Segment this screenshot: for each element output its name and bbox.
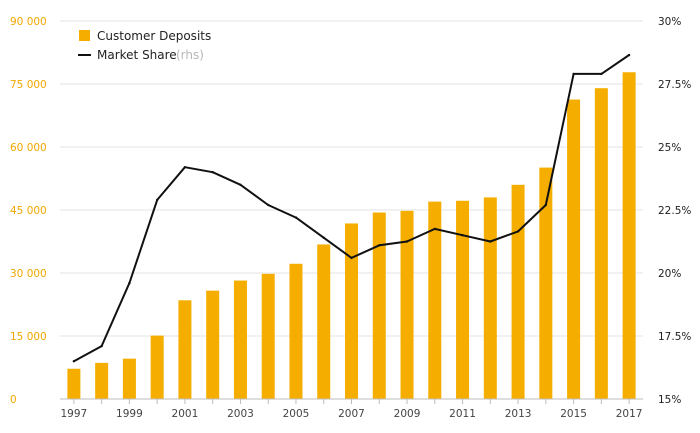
y-right-tick-label: 25%: [658, 142, 681, 154]
bar-1998: [95, 362, 109, 399]
bar-2015: [567, 99, 581, 399]
market-share-point-2007: [350, 256, 353, 260]
market-share-point-2015: [572, 72, 575, 76]
market-share-point-2012: [489, 240, 492, 243]
bar-2006: [317, 244, 331, 399]
bar-2004: [261, 273, 275, 399]
market-share-point-2017: [627, 53, 631, 57]
market-share-point-1997: [72, 360, 76, 363]
bar-2007: [345, 223, 358, 399]
y-left-tick-label: 30 000: [10, 268, 47, 280]
bar-2013: [511, 184, 525, 399]
bar-2008: [372, 212, 386, 399]
market-share-point-2016: [600, 72, 603, 76]
market-share-point-2006: [322, 236, 325, 239]
y-left-tick-label: 0: [10, 394, 17, 406]
market-share-point-2013: [516, 230, 520, 233]
market-share-point-2009: [405, 240, 409, 243]
bar-2002: [206, 290, 220, 399]
market-share-point-1999: [128, 281, 131, 285]
market-share-point-2010: [433, 227, 436, 231]
x-tick-label: 1999: [116, 408, 143, 420]
legend-label-rhs: (rhs): [176, 48, 204, 62]
bar-2012: [483, 197, 497, 399]
y-right-tick-label: 15%: [658, 394, 681, 406]
x-tick-label: 2005: [283, 408, 310, 420]
legend-label-deposits: Customer Deposits: [97, 29, 211, 43]
x-tick-label: 2001: [172, 408, 199, 420]
market-share-point-2011: [461, 234, 464, 237]
y-left-tick-label: 15 000: [10, 331, 47, 343]
bar-2014: [539, 167, 553, 399]
market-share-point-2004: [267, 203, 270, 207]
bar-2003: [233, 280, 247, 399]
y-left-tick-label: 75 000: [10, 79, 47, 91]
x-tick-label: 2011: [449, 408, 476, 420]
market-share-point-2005: [294, 216, 298, 219]
bar-2005: [289, 263, 303, 399]
y-left-tick-label: 60 000: [10, 142, 47, 154]
legend-label-market-share: Market Share: [97, 48, 177, 62]
bar-1999: [122, 358, 136, 399]
market-share-point-2003: [239, 183, 242, 186]
bar-1997: [67, 368, 81, 399]
bar-2010: [428, 201, 442, 399]
y-right-tick-label: 22.5%: [658, 205, 691, 217]
x-tick-label: 2009: [394, 408, 421, 420]
y-left-tick-label: 45 000: [10, 205, 47, 217]
market-share-point-2001: [183, 165, 187, 169]
market-share-point-2014: [544, 203, 548, 207]
bar-2016: [594, 88, 608, 399]
bar-2017: [622, 72, 636, 400]
x-tick-label: 2007: [338, 408, 365, 420]
bar-2011: [456, 200, 470, 399]
x-tick-label: 2017: [616, 408, 643, 420]
y-right-tick-label: 20%: [658, 268, 681, 280]
x-tick-label: 2015: [560, 408, 587, 420]
x-tick-label: 2013: [505, 408, 532, 420]
legend-swatch-deposits: [79, 30, 90, 41]
bar-2009: [400, 210, 414, 399]
bar-2000: [150, 335, 164, 399]
y-right-tick-label: 27.5%: [658, 79, 691, 91]
market-share-point-2008: [378, 244, 381, 247]
market-share-point-2002: [211, 171, 214, 174]
y-left-tick-label: 90 000: [10, 16, 47, 28]
x-tick-label: 2003: [227, 408, 254, 420]
y-right-tick-label: 30%: [658, 16, 681, 28]
market-share-point-1998: [100, 344, 103, 348]
bar-2001: [178, 300, 192, 399]
y-right-tick-label: 17.5%: [658, 331, 691, 343]
market-share-point-2000: [155, 198, 159, 202]
x-tick-label: 1997: [61, 408, 88, 420]
